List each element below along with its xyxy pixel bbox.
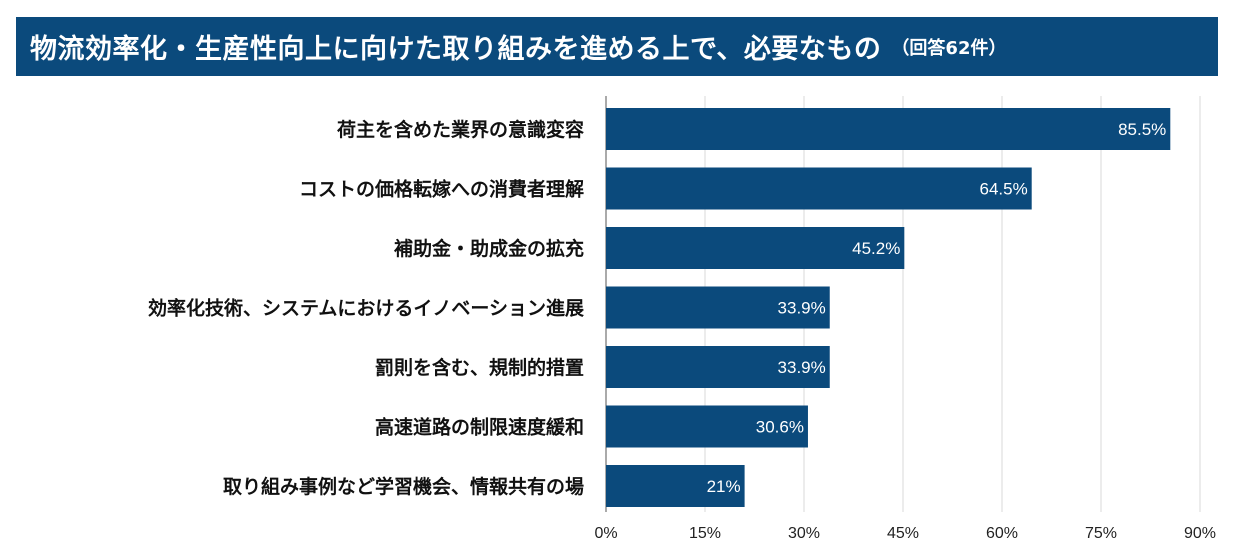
bar [606,286,830,329]
x-tick-label: 75% [1085,525,1117,542]
bar [606,465,745,507]
x-tick-label: 30% [788,525,820,542]
bar-value-label: 64.5% [979,180,1027,199]
bar-value-label: 30.6% [756,418,804,437]
bar [606,227,905,269]
category-label: 取り組み事例など学習機会、情報共有の場 [223,475,584,498]
bar [606,108,1171,150]
category-label: 荷主を含めた業界の意識変容 [337,118,584,141]
bar-value-label: 33.9% [778,358,826,377]
category-label: 罰則を含む、規制的措置 [375,356,584,379]
category-label: コストの価格転嫁への消費者理解 [299,178,584,201]
category-label: 高速道路の制限速度緩和 [375,416,584,439]
bar [606,405,808,448]
bar-value-label: 45.2% [852,239,900,258]
x-tick-label: 15% [689,525,721,542]
x-tick-label: 90% [1184,525,1216,542]
chart-subtitle: （回答62件） [891,37,1007,59]
bar [606,346,830,388]
x-tick-label: 0% [594,525,617,542]
chart-title: 物流効率化・生産性向上に向けた取り組みを進める上で、必要なもの [30,34,882,65]
x-tick-label: 45% [887,525,919,542]
bar-value-label: 33.9% [778,299,826,318]
category-label: 補助金・助成金の拡充 [393,237,584,260]
category-label: 効率化技術、システムにおけるイノベーション進展 [148,297,584,320]
bar-value-label: 85.5% [1118,120,1166,139]
x-tick-label: 60% [986,525,1018,542]
bar [606,167,1032,210]
chart-title-banner: 物流効率化・生産性向上に向けた取り組みを進める上で、必要なもの （回答62件） [16,17,1218,76]
bar-value-label: 21% [707,477,741,496]
